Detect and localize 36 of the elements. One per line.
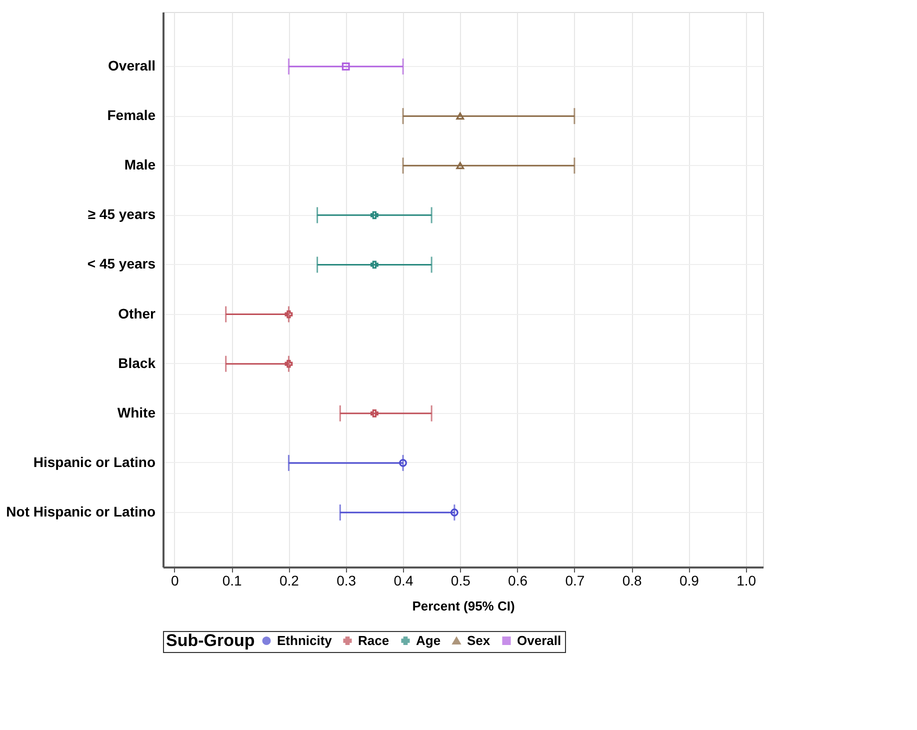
point [370,409,378,418]
point [456,112,464,120]
x-tick-label: 0.7 [565,572,585,588]
y-tick-label: ≥ 45 years [88,206,156,222]
x-tick-label: 0 [171,572,180,588]
y-tick-label: Male [124,156,156,173]
y-tick-label: Female [107,107,156,124]
y-tick-label: Overall [108,58,156,74]
x-tick-label: 0.1 [222,572,242,588]
point [456,162,464,170]
y-tick-label: Black [118,354,156,371]
point [370,211,378,220]
x-tick-label: 1.0 [736,572,756,588]
x-tick-label: 0.6 [508,572,528,588]
x-tick-label: 0.2 [279,572,300,588]
x-tick-label: 0.9 [679,572,700,588]
legend-title: Sub-Group [166,631,255,650]
point [370,260,378,269]
point [284,310,293,318]
x-tick-label: 0.5 [450,572,471,588]
y-tick-label: < 45 years [87,256,156,272]
y-tick-label: Other [118,305,156,322]
legend-label: Sex [467,632,491,648]
legend-label: Race [358,632,390,648]
x-tick-label: 0.3 [336,572,356,588]
x-tick-label: 0.4 [394,572,414,588]
legend-label: Age [416,632,441,648]
y-tick-label: Not Hispanic or Latino [6,503,156,520]
y-tick-label: White [117,404,156,420]
legend-label: Ethnicity [277,632,333,648]
point [284,360,293,368]
x-tick-label: 0.8 [622,572,642,588]
point [342,62,350,70]
y-tick-label: Hispanic or Latino [33,454,156,470]
legend-label: Overall [517,632,562,648]
x-axis-title: Percent (95% CI) [412,598,515,614]
